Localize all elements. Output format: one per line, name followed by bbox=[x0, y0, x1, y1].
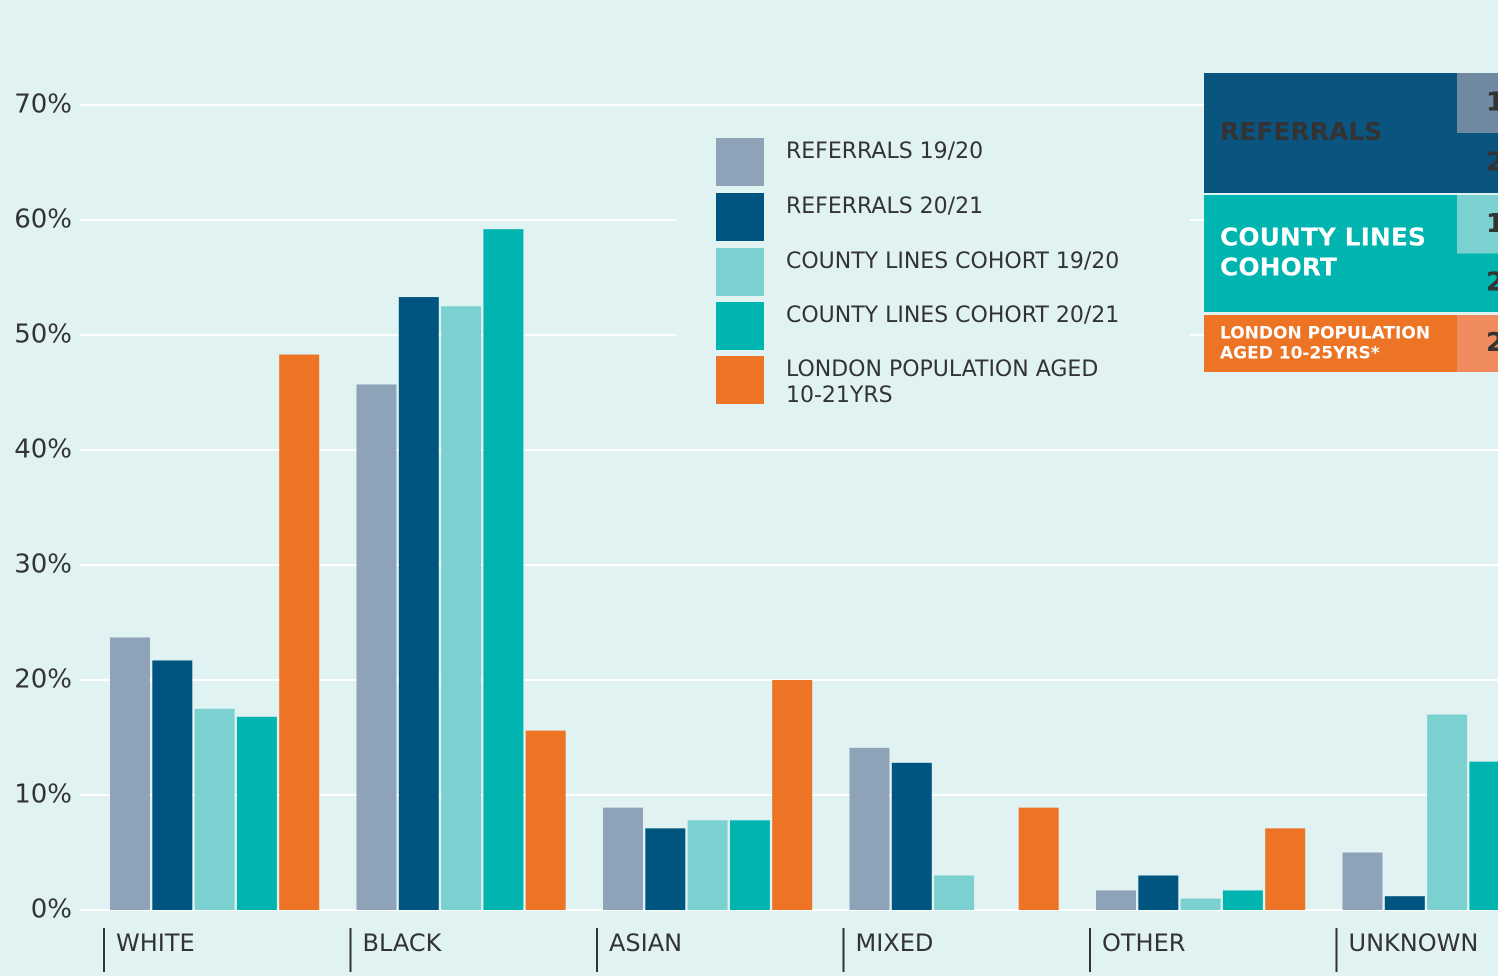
legend-swatch bbox=[716, 138, 764, 186]
bar bbox=[236, 716, 277, 910]
table-cell bbox=[1457, 315, 1498, 372]
table-row-label-line: COUNTY LINES bbox=[1220, 223, 1426, 252]
y-tick-label: 70% bbox=[14, 90, 72, 120]
bar bbox=[1180, 898, 1221, 910]
bar bbox=[1427, 714, 1468, 910]
y-tick-label: 40% bbox=[14, 435, 72, 465]
table-row bbox=[1204, 315, 1498, 372]
legend-swatch bbox=[716, 356, 764, 404]
x-tick-label: UNKNOWN bbox=[1349, 929, 1479, 957]
bar bbox=[849, 747, 890, 910]
x-tick-label: ASIAN bbox=[609, 929, 682, 957]
bar bbox=[110, 637, 150, 910]
table-cell bbox=[1457, 73, 1498, 133]
table-cell-value: 1 bbox=[1486, 209, 1498, 239]
bar bbox=[1342, 852, 1383, 910]
legend-swatch bbox=[716, 302, 764, 350]
table-row bbox=[1204, 73, 1498, 193]
bar bbox=[891, 762, 932, 910]
bar bbox=[729, 820, 770, 910]
table-cell-value: 2 bbox=[1486, 328, 1498, 358]
bar bbox=[194, 708, 235, 910]
legend-label-line: 10-21YRS bbox=[786, 383, 893, 408]
table-row bbox=[1204, 195, 1498, 312]
bar bbox=[1265, 828, 1306, 910]
legend-label: COUNTY LINES COHORT 20/21 bbox=[786, 303, 1119, 328]
bar bbox=[1096, 890, 1136, 910]
bar bbox=[1222, 890, 1263, 910]
y-tick-label: 50% bbox=[14, 320, 72, 350]
bar bbox=[398, 297, 439, 910]
table-row-label: COUNTY LINES COHORT bbox=[1220, 223, 1426, 282]
y-tick-label: 10% bbox=[14, 780, 72, 810]
legend-label-line: LONDON POPULATION AGED bbox=[786, 357, 1098, 382]
table-cell-value: 1 bbox=[1486, 88, 1498, 118]
legend-swatch bbox=[716, 193, 764, 241]
bar bbox=[1138, 875, 1179, 910]
y-tick-label: 20% bbox=[14, 665, 72, 695]
legend-swatch bbox=[716, 248, 764, 296]
bar bbox=[772, 680, 813, 910]
bar bbox=[1384, 896, 1425, 910]
bar bbox=[1018, 807, 1059, 910]
table-row-label-line: COHORT bbox=[1220, 253, 1337, 282]
bar bbox=[525, 730, 566, 910]
legend-label: REFERRALS 19/20 bbox=[786, 139, 983, 164]
bar bbox=[1469, 761, 1498, 910]
legend-label: COUNTY LINES COHORT 19/20 bbox=[786, 249, 1119, 274]
bar bbox=[356, 384, 397, 910]
x-tick-label: WHITE bbox=[116, 929, 195, 957]
y-tick-label: 30% bbox=[14, 550, 72, 580]
table-cell-value: 2 bbox=[1486, 148, 1498, 178]
table-cell bbox=[1457, 195, 1498, 254]
table-row-label: REFERRALS bbox=[1220, 117, 1382, 146]
x-tick-label: OTHER bbox=[1102, 929, 1185, 957]
bar bbox=[603, 807, 643, 910]
y-tick-label: 0% bbox=[31, 895, 72, 925]
table-cell-value: 2 bbox=[1486, 267, 1498, 297]
bar bbox=[152, 660, 193, 910]
table-row-label: LONDON POPULATION AGED 10-25YRS* bbox=[1220, 323, 1430, 363]
legend-label: REFERRALS 20/21 bbox=[786, 194, 983, 219]
bar bbox=[645, 828, 686, 910]
x-tick-label: BLACK bbox=[363, 929, 443, 957]
bar bbox=[483, 229, 524, 910]
bar bbox=[279, 354, 320, 910]
y-tick-label: 60% bbox=[14, 205, 72, 235]
table-row-label-line: AGED 10-25YRS* bbox=[1220, 344, 1380, 364]
bar bbox=[934, 875, 975, 910]
x-tick-label: MIXED bbox=[856, 929, 934, 957]
legend-label: LONDON POPULATION AGED 10-21YRS bbox=[786, 357, 1098, 408]
bar bbox=[687, 820, 728, 910]
table-row-label-line: LONDON POPULATION bbox=[1220, 323, 1430, 343]
bar bbox=[441, 306, 482, 910]
